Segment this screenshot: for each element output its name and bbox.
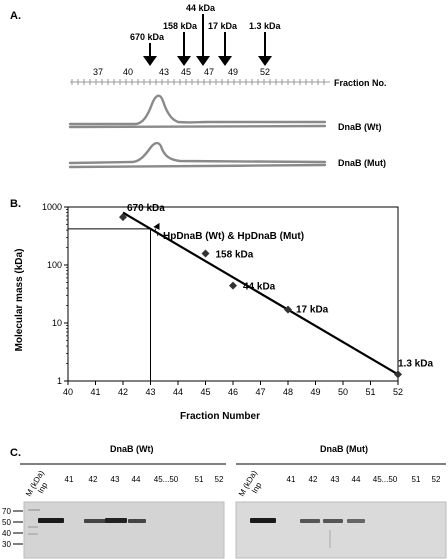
lane-label: 41 <box>287 475 296 484</box>
lane-label: 44 <box>352 475 361 484</box>
fraction-tick: 47 <box>204 67 214 77</box>
gel-image-mut <box>235 501 447 559</box>
lane-label: 41 <box>65 475 74 484</box>
panel-c-label: C. <box>10 447 21 459</box>
annotation-pointer <box>154 226 159 237</box>
mw-label: 70 <box>2 507 11 516</box>
y-tick-label: 100 <box>47 260 62 270</box>
fraction-tick: 49 <box>228 67 238 77</box>
lane-label: 52 <box>215 475 224 484</box>
panel-a-label: A. <box>10 10 21 22</box>
lane-label: 43 <box>111 475 120 484</box>
marker-label-1-3: 1.3 kDa <box>249 21 282 31</box>
fraction-tick: 40 <box>123 67 133 77</box>
data-label: 158 kDa <box>216 249 254 260</box>
gel-image-wt <box>23 501 225 559</box>
fraction-tick: 45 <box>181 67 191 77</box>
lane-label: 44 <box>132 475 141 484</box>
data-point <box>119 213 127 222</box>
arrow-down-icon <box>218 56 232 66</box>
x-tick-label: 52 <box>393 387 403 397</box>
x-tick-label: 42 <box>118 387 128 397</box>
data-point <box>201 249 210 258</box>
arrow-down-icon <box>258 56 272 66</box>
x-tick-label: 50 <box>338 387 348 397</box>
x-tick-label: 44 <box>173 387 183 397</box>
mw-label: 50 <box>2 518 11 527</box>
marker-label-44: 44 kDa <box>186 3 216 13</box>
trace-label-wt: DnaB (Wt) <box>338 122 382 132</box>
trace-mut <box>68 141 327 169</box>
fit-line <box>122 211 399 376</box>
marker-label-158: 158 kDa <box>163 21 198 31</box>
data-label: 1.3 kDa <box>398 358 433 369</box>
x-tick-label: 41 <box>90 387 100 397</box>
lane-label: 42 <box>89 475 98 484</box>
gel-title-wt: DnaB (Wt) <box>110 444 154 454</box>
chart-annotation: HpDnaB (Wt) & HpDnaB (Mut) <box>163 231 304 242</box>
lane-label: 51 <box>195 475 204 484</box>
marker-1-3: 1.3 kDa <box>249 21 282 66</box>
lane-label: 42 <box>309 475 318 484</box>
fraction-tick: 37 <box>93 67 103 77</box>
lane-label: 45...50 <box>154 475 179 484</box>
arrow-down-icon <box>196 56 210 66</box>
x-tick-label: 51 <box>365 387 375 397</box>
gel-title-mut: DnaB (Mut) <box>320 444 368 454</box>
marker-158: 158 kDa <box>163 21 198 66</box>
chart-ylabel: Molecular mass (kDa) <box>14 249 25 352</box>
mw-label: 30 <box>2 540 11 549</box>
panel-a: A. 670 kDa 158 kDa 44 kDa 17 kDa 1.3 kDa… <box>10 3 387 169</box>
panel-c: C. DnaB (Wt) DnaB (Mut) M (kDa) Inp 41 4… <box>2 444 447 559</box>
x-tick-label: 48 <box>283 387 293 397</box>
y-tick-label: 1 <box>57 376 62 386</box>
marker-44: 44 kDa <box>186 3 216 66</box>
lane-label: 43 <box>331 475 340 484</box>
x-tick-label: 46 <box>228 387 238 397</box>
fraction-tick: 52 <box>260 67 270 77</box>
arrow-down-icon <box>177 56 191 66</box>
x-tick-label: 43 <box>145 387 155 397</box>
data-point <box>284 305 292 314</box>
data-point <box>394 370 402 379</box>
x-tick-label: 45 <box>200 387 210 397</box>
panel-b-chart: B. Molecular mass (kDa) Fraction Number … <box>10 198 433 422</box>
data-label: 44 kDa <box>243 282 276 293</box>
lane-label: 51 <box>412 475 421 484</box>
data-label: 17 kDa <box>296 305 329 316</box>
panel-b-label: B. <box>10 198 21 210</box>
marker-label-670: 670 kDa <box>130 32 165 42</box>
trace-wt <box>68 94 327 129</box>
arrow-down-icon <box>143 56 157 66</box>
data-label: 670 kDa <box>127 203 165 214</box>
fraction-tick: 43 <box>159 67 169 77</box>
marker-670: 670 kDa <box>130 32 165 66</box>
arrow-left-icon <box>153 222 160 230</box>
marker-label-17: 17 kDa <box>208 21 238 31</box>
x-tick-label: 49 <box>310 387 320 397</box>
mw-label: 40 <box>2 529 11 538</box>
data-point <box>229 281 237 290</box>
lane-label: 52 <box>432 475 441 484</box>
trace-label-mut: DnaB (Mut) <box>338 158 386 168</box>
x-tick-label: 47 <box>255 387 265 397</box>
marker-17: 17 kDa <box>208 21 238 66</box>
fraction-axis-label: Fraction No. <box>334 78 387 88</box>
y-tick-label: 10 <box>52 318 62 328</box>
x-tick-label: 40 <box>63 387 73 397</box>
chart-xlabel: Fraction Number <box>180 411 260 422</box>
y-tick-label: 1000 <box>42 202 62 212</box>
lane-label: 45...50 <box>373 475 398 484</box>
